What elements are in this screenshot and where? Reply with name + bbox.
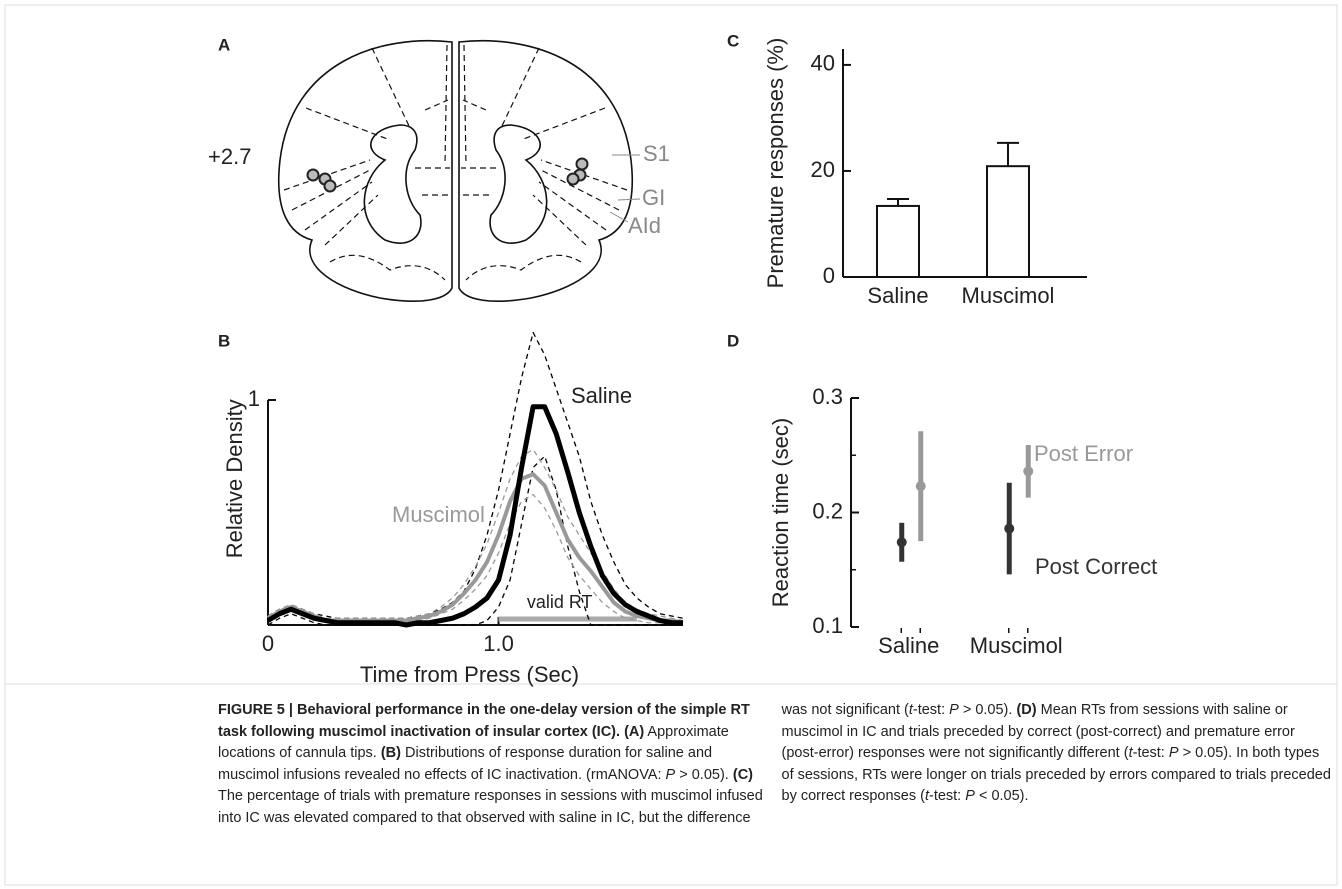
caption-text: (D) xyxy=(1016,702,1037,718)
pointer xyxy=(609,211,629,223)
border xyxy=(305,107,391,141)
region-pointers xyxy=(609,154,641,223)
cannula-tips xyxy=(306,157,589,193)
brain-diagram xyxy=(278,39,634,302)
caption-text: Mean RTs from sessions with saline or mu… xyxy=(781,702,1295,761)
annotation: valid RT xyxy=(527,592,593,612)
caption-text: Distributions of response duration for s… xyxy=(218,745,713,783)
caption-text: (B) xyxy=(380,745,401,761)
series-label: Post Correct xyxy=(1035,554,1157,579)
region-borders xyxy=(283,44,450,281)
x-tick-label: Muscimol xyxy=(962,283,1055,308)
caption-text: Approximate locations of cannula tips. xyxy=(218,723,729,762)
caption-text: P xyxy=(965,788,975,804)
caption-text: t xyxy=(1128,745,1133,761)
density-line xyxy=(266,404,683,628)
panel-label: D xyxy=(727,331,739,350)
caption-text: P xyxy=(665,766,676,783)
caption-text: P xyxy=(949,702,959,718)
y-tick-label: 0 xyxy=(823,263,835,288)
x-tick-label: Saline xyxy=(878,633,939,658)
caption-text: P xyxy=(1168,745,1179,761)
y-tick-label: 0.1 xyxy=(812,613,843,638)
region-label: GI xyxy=(642,185,665,210)
caption-text: > 0.05). xyxy=(958,702,1017,718)
caption-text: > 0.05). xyxy=(675,766,733,783)
x-tick-label: Muscimol xyxy=(970,633,1063,658)
bregma-label: +2.7 xyxy=(208,144,251,169)
caption-text: -test: xyxy=(928,788,966,804)
band-line xyxy=(267,331,684,619)
bar xyxy=(986,165,1030,278)
caption-text: -test: xyxy=(1132,745,1169,761)
cannula-tip xyxy=(566,172,580,186)
caption-text: t xyxy=(908,702,913,718)
series-label: Saline xyxy=(571,383,632,408)
caption: FIGURE 5 | Behavioral performance in the… xyxy=(218,700,1333,829)
region-label: S1 xyxy=(643,141,670,166)
panel-label: A xyxy=(218,35,230,54)
cannula-tip xyxy=(323,179,337,193)
y-tick-label: 20 xyxy=(811,157,835,182)
x-tick-label: 0 xyxy=(262,631,274,656)
mean-point xyxy=(896,537,907,548)
caption-text: < 0.05). xyxy=(974,788,1029,804)
y-tick-label: 40 xyxy=(811,51,835,76)
x-axis-label: Time from Press (Sec) xyxy=(360,662,579,687)
region-label: AId xyxy=(628,213,661,238)
mean-point xyxy=(1004,523,1015,534)
border xyxy=(424,99,449,111)
cannula-tip xyxy=(306,168,320,182)
y-axis-label: Premature responses (%) xyxy=(763,38,788,289)
border xyxy=(371,47,411,129)
ventricle xyxy=(363,124,422,244)
caption-text: t xyxy=(924,788,929,804)
bar xyxy=(876,204,920,278)
caption-text: (C) xyxy=(732,766,753,783)
frame xyxy=(4,4,1338,886)
y-tick-label: 0.2 xyxy=(812,498,843,523)
caption-text: The percentage of trials with premature … xyxy=(218,702,909,826)
hemisphere-mirror xyxy=(458,39,634,302)
y-axis-label: Reaction time (sec) xyxy=(768,418,793,608)
y-tick-label: 1 xyxy=(248,386,260,411)
cannula-tip xyxy=(575,157,589,171)
caption-text: -test: xyxy=(912,702,950,718)
panel-label: C xyxy=(727,31,739,50)
x-tick-label: Saline xyxy=(867,283,928,308)
hemisphere xyxy=(278,39,453,302)
border xyxy=(324,194,379,246)
border xyxy=(444,44,448,166)
x-tick-label: 1.0 xyxy=(483,631,514,656)
series-label: Muscimol xyxy=(392,502,485,527)
panel-label: B xyxy=(218,331,230,350)
mean-point xyxy=(915,481,926,492)
border xyxy=(329,254,446,281)
band-line xyxy=(267,448,684,622)
series-label: Post Error xyxy=(1034,441,1133,466)
border xyxy=(304,181,373,231)
pointer xyxy=(617,198,641,201)
caption-text: > 0.05). In both types of sessions, RTs … xyxy=(781,745,1331,804)
caption-text: FIGURE 5 | Behavioral performance in the… xyxy=(218,702,750,740)
y-axis-label: Relative Density xyxy=(222,399,247,558)
y-tick-label: 0.3 xyxy=(812,384,843,409)
mean-point xyxy=(1023,466,1034,477)
outline xyxy=(278,39,453,302)
